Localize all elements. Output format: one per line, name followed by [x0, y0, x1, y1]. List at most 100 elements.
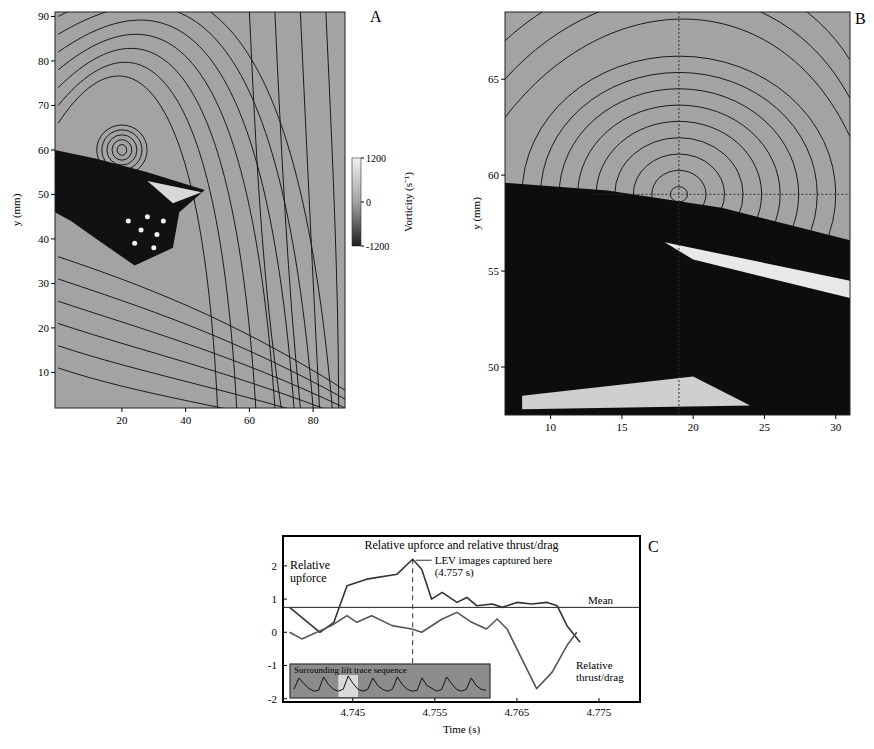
figure: 20406080102030405060708090y (mm)A12000-1… [0, 0, 874, 749]
y-tick [501, 175, 505, 176]
y-tick-label: 40 [38, 233, 50, 245]
y-tick-label: 55 [488, 265, 500, 277]
y-tick [501, 79, 505, 80]
y-tick [51, 16, 55, 17]
x-tick-label: 10 [545, 421, 557, 433]
streamline [117, 145, 127, 156]
x-tick-label: 30 [830, 421, 842, 433]
plot-area [505, 12, 850, 415]
label-line: LEV images captured here [435, 554, 553, 566]
label-line: Relative [290, 558, 330, 572]
y-tick [51, 238, 55, 239]
panel-letter: A [370, 8, 382, 25]
crosshair [678, 12, 679, 415]
panel-letter: B [855, 10, 866, 27]
chart-title: Relative upforce and relative thrust/dra… [365, 538, 559, 552]
axis-title: Time (s) [443, 723, 481, 736]
label-line: thrust/drag [576, 671, 624, 683]
frame [55, 12, 345, 408]
series-line [290, 559, 581, 642]
y-tick-label: 50 [38, 188, 50, 200]
wing-highlight [147, 181, 201, 203]
streamline [505, 12, 850, 60]
axis-title: y (mm) [470, 197, 483, 230]
y-tick [283, 665, 287, 666]
streamline [505, 19, 850, 137]
x-tick [764, 415, 765, 419]
x-tick-label: 20 [688, 421, 700, 433]
colorbar-tick [361, 202, 364, 203]
y-tick [51, 105, 55, 106]
x-tick-label: 25 [759, 421, 771, 433]
y-tick [283, 698, 287, 699]
y-tick [283, 599, 287, 600]
feather-spot [126, 219, 131, 224]
y-tick [51, 283, 55, 284]
colorbar-tick-label: -1200 [366, 241, 389, 252]
y-tick [51, 372, 55, 373]
colorbar [352, 158, 361, 246]
y-tick [51, 194, 55, 195]
y-tick-label: -1 [268, 659, 277, 671]
colorbar-tick [361, 158, 364, 159]
y-tick-label: 70 [38, 99, 50, 111]
y-tick [501, 367, 505, 368]
x-tick [598, 698, 599, 702]
streamline [112, 140, 132, 160]
annotation: Mean [588, 594, 614, 606]
inset-box [290, 664, 490, 698]
streamline [58, 346, 345, 408]
y-tick-label: 80 [38, 55, 50, 67]
mean-line [283, 607, 640, 608]
plot-area [55, 12, 345, 408]
x-tick-label: 20 [116, 414, 128, 426]
series-label: Relativeupforce [290, 558, 330, 585]
y-tick-label: 60 [488, 169, 500, 181]
streamline [58, 301, 345, 408]
y-tick [283, 565, 287, 566]
x-tick [693, 415, 694, 419]
y-tick [51, 149, 55, 150]
y-tick-label: 65 [488, 73, 500, 85]
x-tick [185, 408, 186, 412]
wing [505, 183, 850, 415]
wing-highlight [665, 242, 850, 298]
y-tick [51, 327, 55, 328]
streamline [275, 12, 300, 408]
x-tick-label: 60 [244, 414, 256, 426]
background [55, 12, 345, 408]
x-tick-label: 4.775 [587, 706, 612, 718]
y-tick-label: 50 [488, 361, 500, 373]
x-tick-label: 4.755 [422, 706, 447, 718]
bird-silhouette [55, 150, 205, 266]
x-tick [121, 408, 122, 412]
feather-spot [154, 232, 159, 237]
x-tick [621, 415, 622, 419]
y-tick-label: 30 [38, 277, 50, 289]
series-label: Relativethrust/drag [576, 659, 624, 683]
x-tick [550, 415, 551, 419]
panel-letter: C [648, 538, 659, 555]
frame [283, 536, 640, 702]
inset-trace [294, 676, 486, 691]
streamline [107, 135, 137, 165]
colorbar-tick [361, 246, 364, 247]
streamline [58, 323, 345, 408]
y-tick-label: 90 [38, 10, 50, 22]
annotation-pointer [416, 560, 432, 561]
y-tick-label: 2 [272, 560, 278, 572]
feather-spot [161, 219, 166, 224]
y-tick [51, 60, 55, 61]
axis-title: y (mm) [10, 193, 23, 226]
streamline [249, 12, 281, 408]
feather-spot [139, 228, 144, 233]
feather-spot [151, 245, 156, 250]
x-tick-label: 80 [308, 414, 320, 426]
y-tick-label: 20 [38, 322, 50, 334]
label-line: upforce [290, 571, 327, 585]
wing-highlight [522, 377, 750, 410]
x-tick [313, 408, 314, 412]
colorbar-title: Vorticity (s⁻¹) [402, 172, 415, 232]
x-tick [835, 415, 836, 419]
feather-spot [145, 214, 150, 219]
